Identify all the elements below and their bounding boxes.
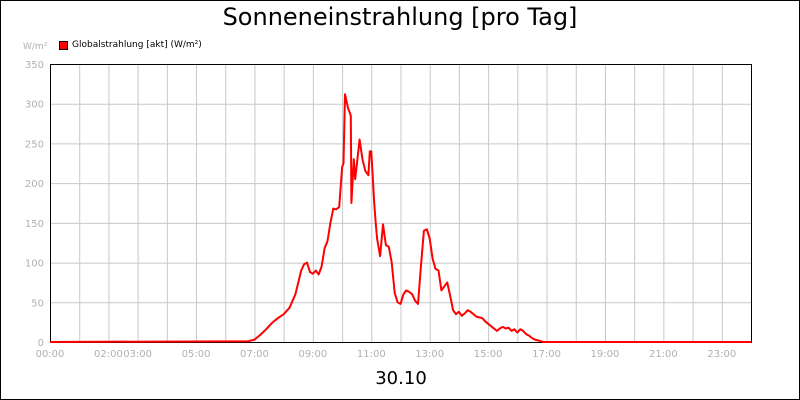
- y-tick-label: 150: [25, 219, 44, 230]
- y-tick-label: 100: [25, 259, 44, 270]
- plot-border: [50, 64, 752, 343]
- x-tick-label: 03:00: [123, 349, 152, 360]
- y-tick-label: 200: [25, 179, 44, 190]
- x-tick-label: 13:00: [415, 349, 444, 360]
- y-tick-label: 50: [31, 298, 44, 309]
- legend-label: Globalstrahlung [akt] (W/m²): [72, 40, 202, 50]
- x-tick-label: 05:00: [182, 349, 211, 360]
- legend-swatch: [59, 40, 68, 50]
- y-axis-unit: W/m²: [23, 42, 48, 52]
- x-tick-label: 07:00: [240, 349, 269, 360]
- x-tick-label: 15:00: [474, 349, 503, 360]
- y-tick-label: 350: [25, 60, 44, 71]
- chart-title: Sonneneinstrahlung [pro Tag]: [222, 3, 578, 31]
- legend: Globalstrahlung [akt] (W/m²): [59, 39, 202, 51]
- x-tick-label: 00:00: [36, 349, 65, 360]
- y-tick-label: 250: [25, 139, 44, 150]
- x-axis-date-label: 30.10: [375, 368, 427, 389]
- x-tick-label: 02:00: [94, 349, 123, 360]
- x-tick-label: 21:00: [649, 349, 678, 360]
- y-tick-label: 300: [25, 100, 44, 111]
- x-tick-label: 09:00: [298, 349, 327, 360]
- x-tick-label: 23:00: [707, 349, 736, 360]
- y-tick-label: 0: [38, 338, 44, 349]
- series-line-globalstrahlung: [49, 93, 751, 343]
- x-tick-label: 17:00: [532, 349, 561, 360]
- x-tick-label: 11:00: [357, 349, 386, 360]
- x-tick-label: 19:00: [591, 349, 620, 360]
